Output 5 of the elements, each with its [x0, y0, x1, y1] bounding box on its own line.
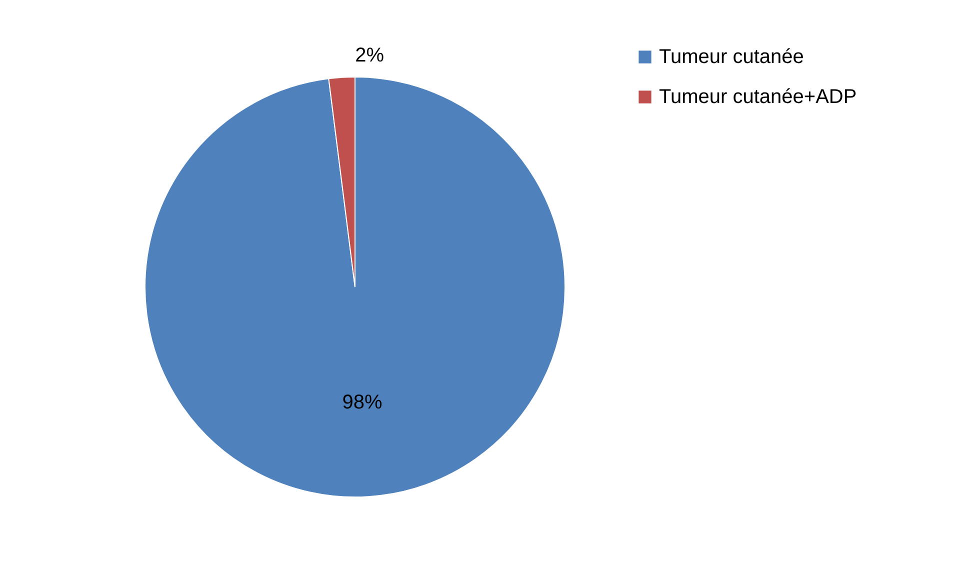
- data-label: 98%: [342, 391, 382, 414]
- data-label: 2%: [355, 44, 384, 66]
- pie-slice: [144, 76, 566, 498]
- legend-label: Tumeur cutanée+ADP: [659, 86, 857, 108]
- legend-label: Tumeur cutanée: [659, 46, 804, 68]
